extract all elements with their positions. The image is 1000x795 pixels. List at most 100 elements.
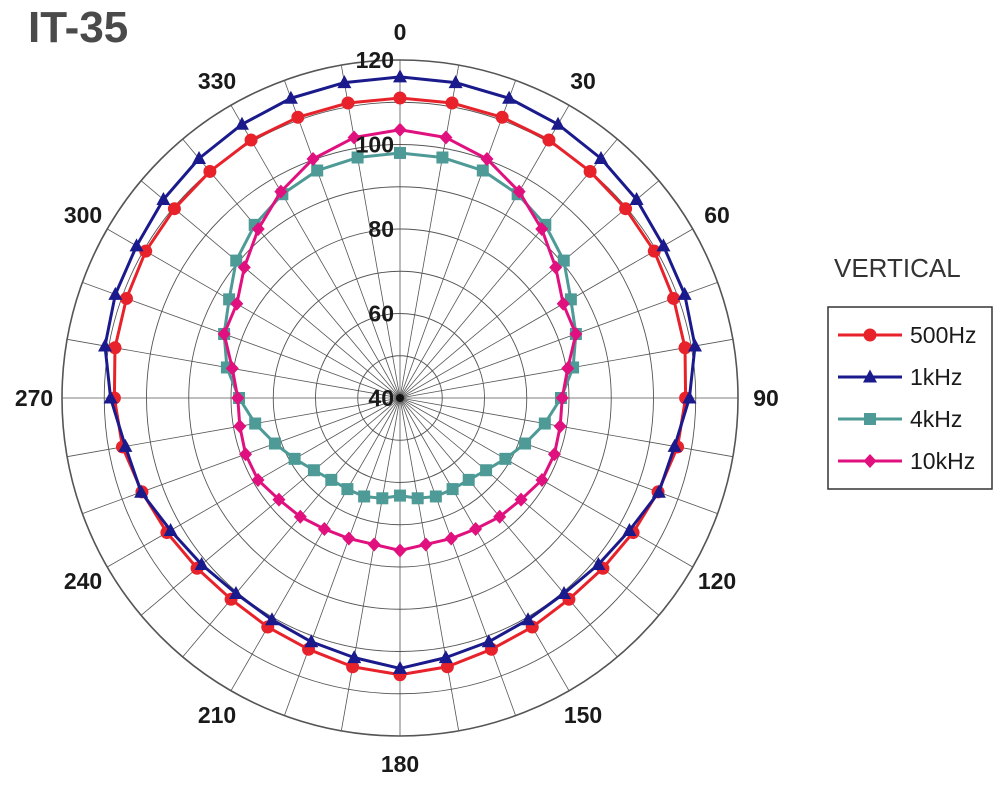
grid-spoke — [399, 397, 460, 731]
legend-label-1khz: 1kHz — [910, 364, 962, 390]
data-point-10khz — [553, 419, 567, 434]
data-point-4khz — [230, 254, 243, 267]
data-point-1khz — [481, 634, 496, 648]
data-point-10khz — [272, 492, 286, 507]
data-point-10khz — [512, 184, 526, 199]
data-point-500hz — [647, 244, 661, 258]
data-point-10khz — [561, 361, 575, 376]
data-point-1khz — [347, 650, 362, 664]
legend: VERTICAL 500Hz 1kHz 4kHz 10kHz — [827, 253, 993, 490]
data-point-500hz — [619, 202, 633, 216]
grid-spoke — [399, 80, 516, 399]
data-point-1khz — [656, 238, 671, 252]
grid-spoke — [284, 80, 401, 399]
data-point-4khz — [462, 473, 475, 486]
data-point-10khz — [444, 531, 458, 546]
polar-grid — [61, 59, 739, 737]
data-point-10khz — [251, 222, 265, 237]
grid-spoke — [182, 397, 401, 658]
grid-spoke — [399, 397, 570, 691]
angle-label-0: 0 — [394, 19, 407, 45]
radial-label-80: 80 — [368, 216, 394, 242]
data-point-500hz — [346, 660, 360, 674]
data-point-500hz — [583, 164, 597, 178]
legend-box — [827, 306, 993, 490]
data-point-4khz — [538, 417, 551, 430]
series-layer — [98, 69, 702, 682]
grid-spoke — [182, 138, 401, 399]
grid-spoke — [140, 180, 401, 399]
data-point-1khz — [393, 69, 407, 83]
legend-title: VERTICAL — [834, 253, 961, 283]
angle-label-60: 60 — [704, 202, 730, 228]
data-point-1khz — [134, 484, 149, 498]
angle-label-330: 330 — [198, 68, 236, 94]
data-point-1khz — [551, 116, 566, 130]
legend-item-10khz: 10kHz — [838, 448, 975, 474]
data-point-500hz — [108, 341, 122, 355]
angle-label-210: 210 — [198, 702, 236, 728]
data-point-4khz — [351, 151, 364, 164]
grid-spoke — [230, 397, 401, 691]
data-point-500hz — [440, 660, 454, 674]
data-point-4khz — [446, 483, 459, 496]
data-point-4khz — [499, 452, 512, 465]
series-4khz — [218, 146, 582, 505]
angle-label-300: 300 — [64, 202, 102, 228]
data-point-500hz — [495, 110, 509, 124]
data-point-4khz — [311, 164, 324, 177]
data-point-4khz — [394, 489, 406, 502]
data-point-1khz — [667, 438, 682, 452]
data-point-10khz — [237, 260, 251, 275]
data-point-4khz — [436, 151, 449, 164]
data-point-1khz — [192, 151, 207, 164]
data-point-1khz — [557, 585, 572, 599]
data-point-4khz — [307, 464, 320, 477]
data-point-500hz — [291, 110, 305, 124]
data-point-10khz — [217, 326, 231, 341]
data-point-10khz — [251, 472, 265, 487]
data-point-1khz — [622, 522, 637, 536]
data-point-10khz — [493, 509, 507, 524]
angle-label-150: 150 — [564, 702, 602, 728]
data-point-10khz — [469, 521, 483, 536]
data-point-500hz — [203, 164, 217, 178]
data-point-4khz — [341, 483, 354, 496]
grid-spoke — [140, 397, 401, 616]
angle-label-270: 270 — [15, 385, 53, 411]
data-point-1khz — [593, 151, 608, 164]
data-point-1khz — [98, 338, 112, 352]
data-point-500hz — [445, 96, 459, 110]
angle-label-90: 90 — [753, 385, 779, 411]
data-point-1khz — [163, 522, 178, 536]
legend-item-500hz: 500Hz — [838, 322, 976, 348]
data-point-4khz — [519, 437, 532, 450]
grid-spoke — [340, 397, 401, 731]
data-point-1khz — [677, 286, 692, 300]
data-point-1khz — [234, 116, 249, 130]
grid-spoke — [399, 65, 460, 399]
data-point-1khz — [688, 338, 702, 352]
data-point-500hz — [341, 96, 355, 110]
legend-label-10khz: 10kHz — [910, 448, 975, 474]
angle-label-30: 30 — [570, 68, 596, 94]
data-point-10khz — [535, 222, 549, 237]
grid-spoke — [399, 105, 570, 399]
radial-label-60: 60 — [368, 301, 394, 327]
legend-item-1khz: 1kHz — [838, 364, 962, 390]
data-point-1khz — [521, 612, 536, 626]
data-point-1khz — [103, 390, 118, 404]
data-point-500hz — [393, 91, 407, 105]
data-point-1khz — [283, 90, 298, 104]
grid-spoke — [399, 138, 618, 399]
grid-spoke — [284, 397, 401, 716]
data-point-10khz — [233, 419, 247, 434]
data-point-1khz — [393, 660, 407, 674]
data-point-10khz — [480, 151, 494, 166]
grid-spoke — [399, 282, 718, 399]
data-point-10khz — [225, 361, 239, 376]
data-point-10khz — [342, 531, 356, 546]
data-point-10khz — [306, 151, 320, 166]
data-point-500hz — [119, 291, 133, 305]
